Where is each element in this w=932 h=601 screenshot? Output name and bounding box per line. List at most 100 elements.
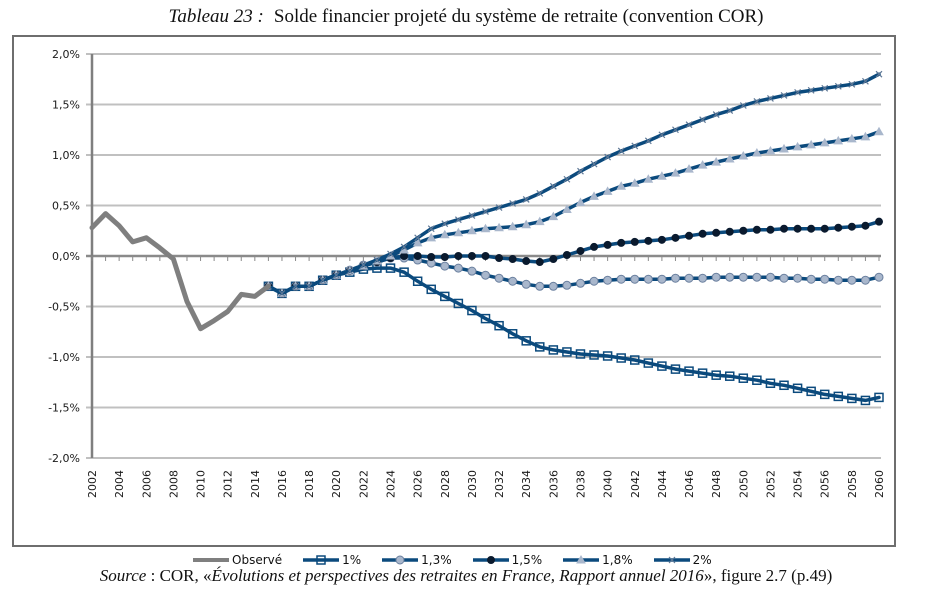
data-point: [657, 361, 667, 371]
legend-marker: [668, 556, 676, 564]
data-point: [616, 353, 626, 363]
legend-item: 1%: [302, 553, 361, 567]
data-point: [427, 225, 435, 233]
data-point: [481, 270, 490, 280]
data-point: [427, 253, 436, 262]
data-point: [562, 280, 572, 290]
data-point: [414, 234, 422, 242]
series-observ-: [89, 211, 271, 332]
data-point: [725, 227, 734, 236]
data-point: [589, 191, 599, 200]
data-point: [332, 271, 340, 279]
data-point: [494, 320, 504, 331]
data-point: [400, 243, 408, 251]
data-point: [509, 200, 517, 207]
legend-marker: [395, 555, 405, 565]
x-tick-label: 2056: [819, 470, 832, 498]
data-point: [672, 126, 679, 134]
data-point: [467, 305, 477, 316]
data-point: [861, 221, 870, 230]
x-tick-label: 2038: [574, 470, 587, 498]
x-tick-label: 2042: [629, 470, 642, 498]
data-point: [874, 392, 884, 403]
data-point: [792, 141, 803, 151]
data-point: [739, 226, 748, 235]
data-point: [481, 252, 490, 260]
y-tick-label: 2,0%: [52, 48, 80, 61]
series-line: [266, 72, 881, 296]
data-point: [373, 256, 381, 264]
data-point: [807, 86, 815, 94]
data-point: [725, 272, 735, 282]
data-point: [522, 196, 530, 203]
data-point: [860, 275, 870, 285]
data-point: [685, 231, 694, 240]
x-tick-label: 2060: [873, 470, 886, 498]
data-point: [712, 228, 721, 237]
x-tick-label: 2050: [737, 470, 750, 498]
y-tick-label: 0,0%: [52, 250, 80, 263]
data-point: [806, 139, 817, 149]
data-point: [494, 222, 504, 232]
data-point: [495, 254, 504, 263]
data-point: [467, 225, 477, 235]
data-point: [468, 212, 476, 220]
data-point: [440, 253, 449, 262]
data-point: [575, 278, 585, 288]
data-point: [833, 391, 844, 402]
line-chart: 2,0% 1,5% 1,0% 0,5% 0,0% -0,5% -1,0% -1,5% -2,0%…: [48, 48, 886, 498]
data-point: [385, 263, 396, 273]
data-point: [780, 91, 788, 99]
legend-label: 1,8%: [602, 553, 633, 567]
data-point: [562, 347, 572, 357]
data-point: [739, 102, 747, 109]
x-tick-label: 2002: [86, 470, 99, 498]
data-point: [724, 154, 735, 163]
x-tick-label: 2026: [412, 470, 425, 498]
x-tick-label: 2036: [547, 470, 560, 498]
data-point: [467, 266, 477, 276]
legend-item: 1,8%: [562, 553, 633, 567]
x-tick-label: 2022: [357, 470, 370, 498]
data-point: [698, 229, 707, 238]
data-point: [534, 216, 545, 226]
legend-label: Observé: [232, 553, 283, 567]
data-point: [576, 246, 585, 255]
data-point: [671, 233, 680, 242]
data-point: [521, 279, 531, 289]
data-point: [562, 250, 571, 259]
source-title: Évolutions et perspectives des retraites…: [211, 566, 704, 585]
data-point: [820, 274, 830, 284]
data-point: [752, 225, 761, 234]
data-point: [577, 167, 584, 175]
data-point: [644, 236, 653, 245]
data-point: [874, 126, 884, 136]
legend-swatch-icon: [193, 558, 229, 562]
legend-swatch-icon: [303, 555, 340, 565]
x-tick-label: 2044: [656, 470, 669, 498]
series-1-3-: [263, 253, 884, 298]
x-tick-label: 2058: [846, 470, 859, 498]
data-point: [752, 375, 762, 385]
legend-item: 1,3%: [381, 553, 452, 567]
x-tick-label: 2018: [303, 470, 316, 498]
data-point: [726, 107, 734, 114]
data-point: [535, 342, 545, 352]
data-point: [590, 242, 599, 251]
data-point: [779, 273, 789, 283]
data-point: [670, 364, 681, 374]
data-point: [453, 227, 464, 237]
data-point: [847, 222, 856, 231]
data-point: [712, 111, 720, 119]
legend-label: 1,3%: [421, 553, 452, 567]
data-point: [482, 208, 489, 215]
data-point: [862, 77, 869, 85]
data-point: [630, 274, 640, 284]
data-point: [821, 84, 829, 92]
series-2-: [264, 70, 883, 297]
data-point: [657, 235, 666, 244]
data-point: [549, 182, 557, 190]
data-point: [643, 358, 654, 368]
data-point: [820, 224, 829, 233]
data-point: [806, 386, 816, 397]
